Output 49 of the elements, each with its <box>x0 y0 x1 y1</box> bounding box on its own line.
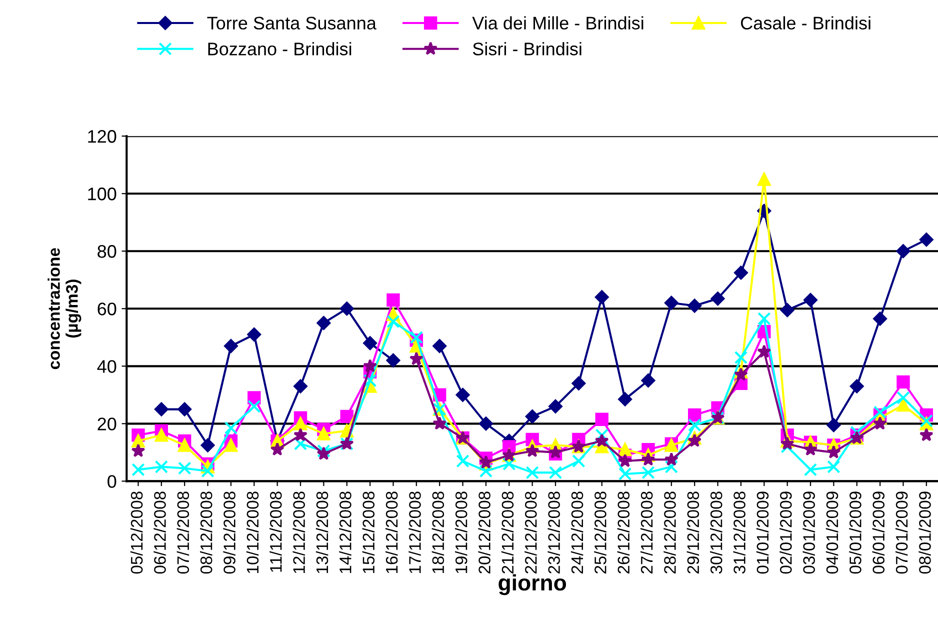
x-tick-label: 12/12/2008 <box>292 492 305 574</box>
y-tick-label: 40 <box>97 360 116 373</box>
x-tick-label: 26/12/2008 <box>617 492 630 574</box>
x-tick-label: 08/01/2009 <box>918 492 931 574</box>
x-tick-label: 16/12/2008 <box>385 492 398 574</box>
y-tick-label: 0 <box>108 475 116 488</box>
x-tick-label: 13/12/2008 <box>316 492 328 574</box>
x-tick-label: 30/12/2008 <box>710 492 722 574</box>
x-tick-label: 07/01/2009 <box>895 492 908 574</box>
y-tick-label: 80 <box>98 245 116 258</box>
x-tick-label: 11/12/2008 <box>270 492 282 572</box>
x-tick-label: 28/12/2008 <box>664 492 676 574</box>
x-tick-label: 04/01/2009 <box>826 492 838 574</box>
x-tick-label: 29/12/2008 <box>686 492 700 574</box>
x-tick-label: 08/12/2008 <box>200 492 212 574</box>
y-axis-title: concentrazione (µg/m3) <box>48 248 82 370</box>
y-tick-label: 60 <box>98 302 116 316</box>
x-tick-label: 27/12/2008 <box>640 492 653 574</box>
x-tick-label: 05/01/2009 <box>849 492 862 574</box>
x-tick-label: 10/12/2008 <box>246 492 259 574</box>
legend-label: Casale - Brindisi <box>740 16 870 30</box>
x-tick-label: 17/12/2008 <box>408 492 421 574</box>
x-tick-label: 22/12/2008 <box>524 492 537 574</box>
x-tick-label: 25/12/2008 <box>594 492 606 574</box>
x-tick-label: 06/12/2008 <box>154 492 166 574</box>
x-tick-label: 18/12/2008 <box>432 492 444 574</box>
x-tick-label: 07/12/2008 <box>176 492 190 574</box>
x-tick-label: 21/12/2008 <box>501 492 514 574</box>
x-tick-label: 20/12/2008 <box>478 492 490 574</box>
x-tick-label: 01/01/2009 <box>756 492 769 574</box>
legend-label: Bozzano - Brindisi <box>208 42 352 56</box>
legend-label: Via dei Mille - Brindisi <box>472 16 644 30</box>
x-tick-label: 06/01/2009 <box>872 492 885 574</box>
x-tick-label: 02/01/2009 <box>780 492 792 574</box>
x-axis-title: giorno <box>498 574 566 596</box>
legend-label: Torre Santa Susanna <box>207 16 376 30</box>
x-tick-label: 19/12/2008 <box>455 492 468 574</box>
x-tick-label: 23/12/2008 <box>548 492 560 574</box>
x-tick-label: 03/01/2009 <box>802 492 815 574</box>
x-tick-label: 24/12/2008 <box>570 492 584 574</box>
y-tick-label: 20 <box>98 418 116 430</box>
x-tick-label: 09/12/2008 <box>223 492 236 574</box>
x-tick-label: 15/12/2008 <box>362 492 375 574</box>
x-tick-label: 31/12/2008 <box>733 492 746 574</box>
x-tick-label: 05/12/2008 <box>130 492 143 574</box>
y-tick-label: 120 <box>88 130 116 143</box>
x-tick-label: 14/12/2008 <box>339 492 352 574</box>
legend-label: Sisri - Brindisi <box>472 42 582 56</box>
y-tick-label: 100 <box>88 188 116 200</box>
